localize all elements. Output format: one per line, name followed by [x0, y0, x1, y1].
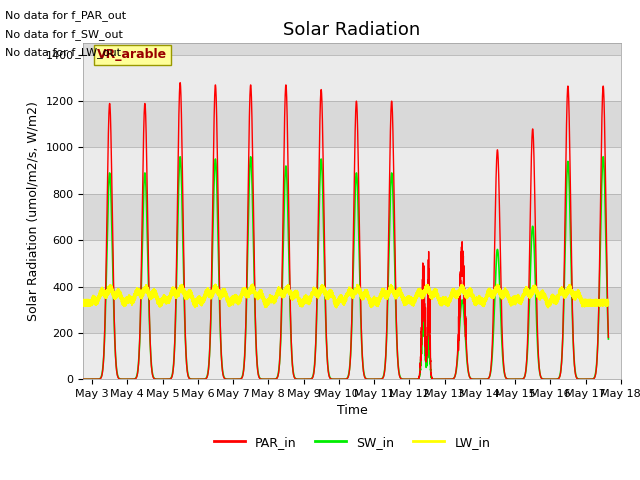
- Line: PAR_in: PAR_in: [83, 83, 609, 379]
- Legend: PAR_in, SW_in, LW_in: PAR_in, SW_in, LW_in: [209, 431, 495, 454]
- PAR_in: [447, 376, 455, 382]
- LW_in: [79, 301, 87, 307]
- Bar: [83, 55, 621, 101]
- LW_in: [212, 281, 220, 287]
- X-axis label: Time: Time: [337, 405, 367, 418]
- Line: SW_in: SW_in: [83, 157, 609, 379]
- SW_in: [447, 376, 455, 382]
- SW_in: [168, 373, 176, 379]
- Y-axis label: Solar Radiation (umol/m2/s, W/m2): Solar Radiation (umol/m2/s, W/m2): [27, 101, 40, 321]
- LW_in: [168, 285, 176, 291]
- Text: No data for f_PAR_out: No data for f_PAR_out: [5, 11, 126, 22]
- PAR_in: [131, 376, 138, 382]
- Line: LW_in: LW_in: [83, 284, 609, 308]
- LW_in: [605, 301, 612, 307]
- SW_in: [605, 336, 612, 342]
- Bar: [83, 147, 621, 194]
- SW_in: [176, 154, 184, 160]
- PAR_in: [605, 335, 612, 340]
- Bar: [83, 333, 621, 379]
- Bar: [83, 287, 621, 333]
- Title: Solar Radiation: Solar Radiation: [284, 21, 420, 39]
- LW_in: [544, 305, 552, 311]
- PAR_in: [176, 80, 184, 85]
- Text: No data for f_LW_out: No data for f_LW_out: [5, 47, 121, 58]
- PAR_in: [168, 374, 176, 380]
- PAR_in: [285, 195, 292, 201]
- Text: No data for f_SW_out: No data for f_SW_out: [5, 29, 123, 40]
- PAR_in: [109, 220, 116, 226]
- Bar: [83, 194, 621, 240]
- SW_in: [161, 376, 168, 382]
- SW_in: [109, 251, 116, 257]
- SW_in: [285, 237, 292, 243]
- Text: VR_arable: VR_arable: [97, 48, 168, 61]
- Bar: [83, 240, 621, 287]
- LW_in: [109, 291, 116, 297]
- LW_in: [285, 283, 292, 288]
- PAR_in: [79, 376, 87, 382]
- LW_in: [131, 295, 138, 300]
- PAR_in: [161, 376, 168, 382]
- LW_in: [161, 293, 168, 299]
- SW_in: [131, 376, 138, 382]
- LW_in: [447, 292, 455, 298]
- SW_in: [79, 376, 87, 382]
- Bar: [83, 101, 621, 147]
